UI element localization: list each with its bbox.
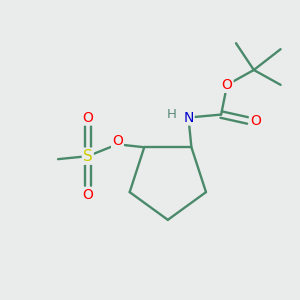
Text: O: O <box>82 188 93 202</box>
Text: O: O <box>112 134 123 148</box>
Text: O: O <box>250 113 261 128</box>
Text: H: H <box>167 108 177 121</box>
Text: N: N <box>183 110 194 124</box>
Text: S: S <box>83 149 93 164</box>
Text: O: O <box>82 110 93 124</box>
Text: O: O <box>222 78 232 92</box>
